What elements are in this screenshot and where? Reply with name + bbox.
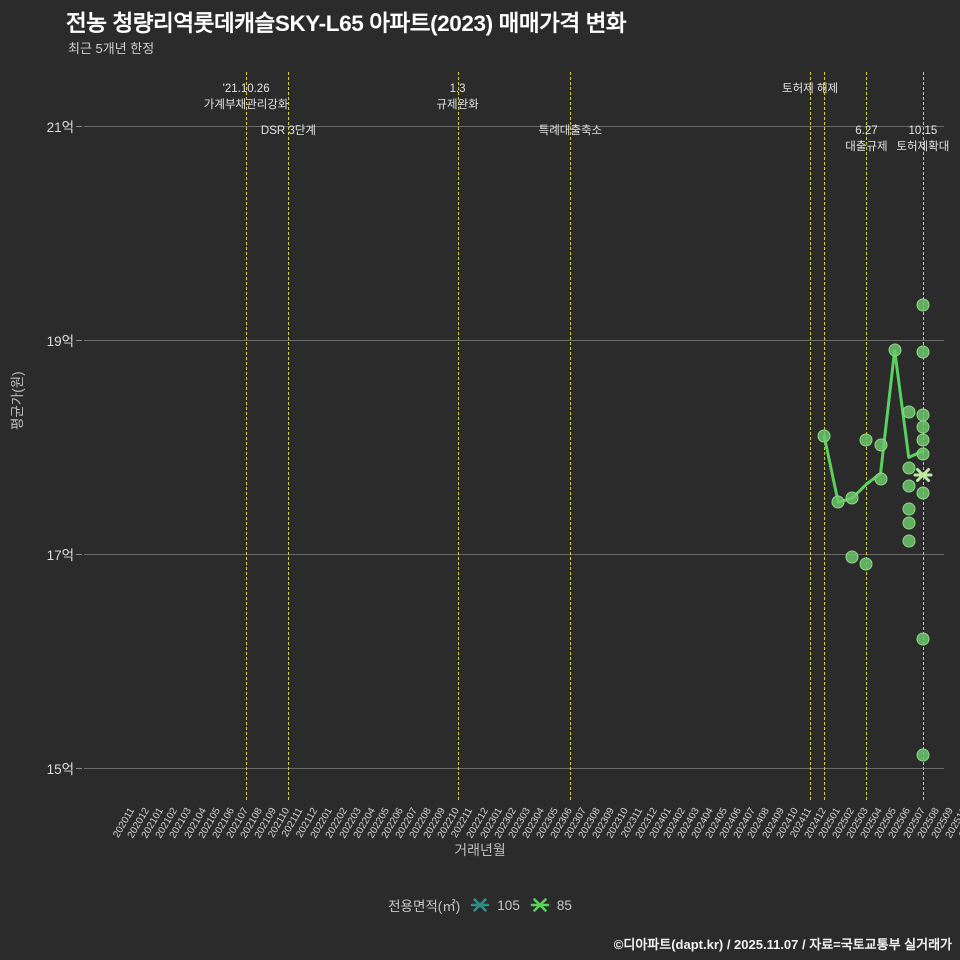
event-name: 토허제확대 <box>896 140 950 153</box>
legend-item-105[interactable]: 105 <box>470 895 520 915</box>
plot-area: 202011 202012 202101 202102 202103 202104 2021… <box>84 72 960 840</box>
event-date: 6.27 <box>855 125 878 137</box>
footer-credit: ©디아파트(dapt.kr) / 2025.11.07 / 자료=국토교통부 실… <box>613 937 952 952</box>
y-tick-label: 15억 <box>46 761 74 777</box>
gridline <box>84 767 944 769</box>
event-name: 가계부채관리강화 <box>203 98 289 111</box>
event-label: DSR 3단계 <box>261 124 316 140</box>
event-label: '21.10.26 가계부채관리강화 <box>204 82 289 113</box>
event-name: 특례대출축소 <box>538 125 603 137</box>
y-tick-label: 17억 <box>46 547 74 563</box>
legend-title: 전용면적(㎡) <box>388 899 461 914</box>
y-tick-label: 19억 <box>46 333 74 349</box>
y-tick-mark <box>76 767 82 769</box>
y-tick-mark <box>76 125 82 127</box>
data-point[interactable] <box>831 495 845 509</box>
page-subtitle: 최근 5개년 한정 <box>68 41 155 56</box>
gridline <box>84 339 944 341</box>
event-date: 1.3 <box>449 83 466 95</box>
data-point[interactable] <box>916 748 930 762</box>
gridline <box>84 553 944 555</box>
event-date: 10.15 <box>908 125 938 137</box>
y-tick-mark <box>76 553 82 555</box>
data-point[interactable] <box>874 438 888 452</box>
data-point[interactable] <box>902 502 916 516</box>
event-name: DSR 3단계 <box>260 125 316 137</box>
data-point[interactable] <box>888 343 902 357</box>
data-point[interactable] <box>902 516 916 530</box>
series-lines <box>822 348 925 504</box>
legend-item-85[interactable]: 85 <box>530 895 572 915</box>
event-line <box>570 72 572 800</box>
data-point-star[interactable] <box>912 464 934 486</box>
data-point[interactable] <box>902 479 916 493</box>
y-tick-mark <box>76 339 82 341</box>
legend-label-85: 85 <box>556 897 572 913</box>
event-line <box>288 72 290 800</box>
event-name: 토허제 해제 <box>782 83 839 95</box>
y-axis-title: 평균가(원) <box>10 371 25 430</box>
data-point[interactable] <box>902 534 916 548</box>
event-label: 토허제 해제 <box>782 82 838 98</box>
data-point[interactable] <box>817 429 831 443</box>
event-name: 대출규제 <box>845 140 888 153</box>
data-point[interactable] <box>916 420 930 434</box>
data-point[interactable] <box>902 461 916 475</box>
data-point[interactable] <box>916 433 930 447</box>
data-point[interactable] <box>916 447 930 461</box>
star-icon <box>470 898 490 912</box>
event-label: 6.27 대출규제 <box>845 124 887 155</box>
event-line <box>810 72 812 800</box>
data-point[interactable] <box>916 632 930 646</box>
data-point[interactable] <box>916 486 930 500</box>
data-point[interactable] <box>859 433 873 447</box>
legend-label-105: 105 <box>497 897 520 913</box>
event-name: 규제완화 <box>436 98 479 111</box>
star-icon <box>913 467 933 482</box>
data-point[interactable] <box>916 408 930 422</box>
event-date: '21.10.26 <box>222 83 270 95</box>
legend: 전용면적(㎡) 105 85 <box>0 895 960 915</box>
x-axis-title: 거래년월 <box>454 842 506 858</box>
event-label: 1.3 규제완화 <box>436 82 478 113</box>
event-label: 특례대출축소 <box>539 124 602 140</box>
event-line <box>246 72 248 800</box>
event-line <box>457 72 459 800</box>
data-point[interactable] <box>845 491 859 505</box>
data-point[interactable] <box>916 298 930 312</box>
data-point[interactable] <box>874 472 888 486</box>
data-point[interactable] <box>916 345 930 359</box>
data-point[interactable] <box>859 557 873 571</box>
event-label: 10.15 토허제확대 <box>896 124 949 155</box>
data-point[interactable] <box>902 405 916 419</box>
star-icon <box>530 898 550 912</box>
y-tick-label: 21억 <box>46 119 74 135</box>
gridline <box>84 125 944 127</box>
page-title: 전농 청량리역롯데캐슬SKY-L65 아파트(2023) 매매가격 변화 <box>66 11 627 36</box>
data-point[interactable] <box>845 550 859 564</box>
